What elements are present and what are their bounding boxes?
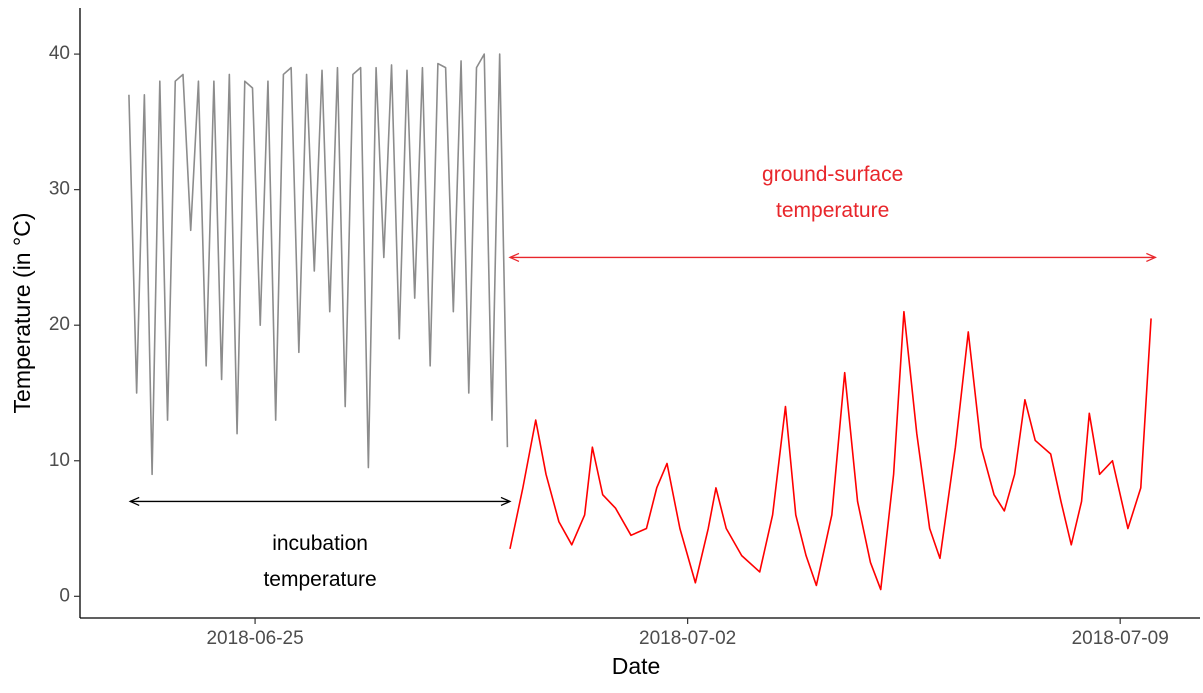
y-tick-label: 20 — [49, 314, 70, 335]
y-tick-label: 0 — [59, 585, 70, 606]
y-tick-label: 30 — [49, 179, 70, 200]
y-tick-label: 10 — [49, 450, 70, 471]
series-line — [128, 53, 509, 476]
annotation-label: temperature — [776, 199, 889, 222]
x-tick-label: 2018-07-09 — [1072, 628, 1169, 649]
annotation-label: incubation — [272, 532, 368, 555]
y-axis-title: Temperature (in °C) — [9, 213, 35, 414]
x-tick-label: 2018-06-25 — [206, 628, 303, 649]
series-line — [509, 310, 1152, 591]
x-tick-label: 2018-07-02 — [639, 628, 736, 649]
annotation-label: ground-surface — [762, 163, 903, 186]
annotation-label: temperature — [263, 568, 376, 591]
y-tick-label: 40 — [49, 43, 70, 64]
x-axis-title: Date — [612, 653, 661, 679]
